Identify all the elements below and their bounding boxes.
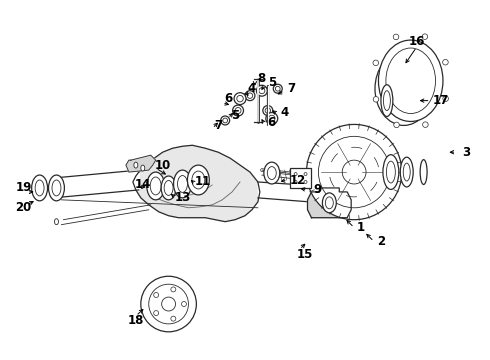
Text: 3: 3 [462, 146, 470, 159]
Ellipse shape [134, 162, 138, 168]
Ellipse shape [263, 105, 273, 116]
Ellipse shape [245, 91, 255, 100]
Ellipse shape [223, 118, 227, 123]
Ellipse shape [265, 108, 270, 113]
Text: 7: 7 [214, 119, 222, 132]
Ellipse shape [420, 159, 427, 184]
Ellipse shape [147, 172, 165, 200]
Circle shape [171, 316, 176, 321]
Ellipse shape [294, 180, 297, 184]
Text: 10: 10 [154, 159, 171, 172]
Ellipse shape [173, 170, 192, 198]
Circle shape [154, 311, 159, 316]
Ellipse shape [235, 108, 241, 113]
Ellipse shape [264, 162, 280, 184]
Ellipse shape [266, 113, 278, 125]
Ellipse shape [192, 171, 205, 189]
Ellipse shape [322, 193, 336, 213]
Circle shape [442, 59, 448, 65]
Circle shape [422, 122, 428, 127]
Ellipse shape [383, 91, 391, 111]
Ellipse shape [383, 155, 399, 189]
Text: 17: 17 [432, 94, 449, 107]
Circle shape [422, 34, 428, 39]
Polygon shape [126, 155, 156, 172]
Circle shape [342, 160, 366, 184]
Ellipse shape [52, 180, 61, 196]
Ellipse shape [54, 219, 58, 225]
Circle shape [373, 60, 379, 66]
Ellipse shape [259, 88, 265, 94]
Text: 6: 6 [268, 116, 276, 129]
Text: 12: 12 [290, 174, 306, 186]
Ellipse shape [325, 197, 333, 209]
Text: 20: 20 [16, 201, 32, 214]
Ellipse shape [220, 116, 230, 125]
Ellipse shape [177, 176, 188, 192]
Ellipse shape [234, 93, 246, 105]
Polygon shape [308, 188, 351, 218]
Polygon shape [133, 145, 260, 222]
Ellipse shape [381, 85, 393, 117]
Ellipse shape [273, 84, 282, 93]
Circle shape [154, 293, 159, 297]
Ellipse shape [375, 52, 433, 125]
Text: 18: 18 [128, 314, 144, 327]
Ellipse shape [256, 85, 268, 96]
Text: 15: 15 [296, 248, 313, 261]
Ellipse shape [247, 93, 253, 98]
Ellipse shape [382, 59, 426, 118]
Text: 13: 13 [174, 192, 191, 204]
Circle shape [318, 136, 390, 208]
Ellipse shape [49, 175, 64, 201]
Ellipse shape [378, 40, 443, 121]
Text: 1: 1 [357, 221, 365, 234]
Text: 6: 6 [224, 92, 232, 105]
Text: 4: 4 [281, 106, 289, 119]
Text: 9: 9 [313, 184, 321, 197]
Ellipse shape [233, 105, 244, 116]
Circle shape [394, 122, 399, 128]
Ellipse shape [400, 157, 413, 187]
Text: 16: 16 [409, 35, 425, 48]
Circle shape [171, 287, 176, 292]
Ellipse shape [275, 86, 280, 91]
Circle shape [141, 276, 196, 332]
Ellipse shape [188, 165, 209, 195]
Ellipse shape [403, 163, 410, 181]
Circle shape [307, 125, 402, 220]
Bar [290, 168, 312, 188]
Circle shape [149, 284, 189, 324]
Ellipse shape [161, 176, 176, 200]
Ellipse shape [35, 180, 44, 196]
Ellipse shape [164, 180, 173, 195]
Circle shape [443, 96, 448, 102]
Text: 8: 8 [258, 72, 266, 85]
Text: 2: 2 [377, 235, 385, 248]
Text: 5: 5 [268, 76, 276, 89]
Ellipse shape [150, 177, 161, 195]
Ellipse shape [294, 172, 297, 176]
Circle shape [162, 297, 175, 311]
Text: 7: 7 [288, 82, 295, 95]
Ellipse shape [268, 167, 276, 180]
Circle shape [373, 96, 379, 102]
Ellipse shape [269, 115, 275, 122]
Ellipse shape [32, 175, 48, 201]
Text: 11: 11 [194, 175, 211, 189]
Ellipse shape [141, 165, 145, 171]
Ellipse shape [387, 161, 395, 183]
Circle shape [393, 34, 399, 40]
Ellipse shape [304, 172, 307, 176]
Ellipse shape [386, 48, 436, 113]
Text: 5: 5 [231, 109, 239, 122]
Ellipse shape [304, 180, 307, 184]
Ellipse shape [237, 95, 243, 102]
Text: 4: 4 [248, 82, 256, 95]
Text: 19: 19 [16, 181, 32, 194]
Text: 14: 14 [135, 179, 151, 192]
Circle shape [181, 302, 187, 306]
